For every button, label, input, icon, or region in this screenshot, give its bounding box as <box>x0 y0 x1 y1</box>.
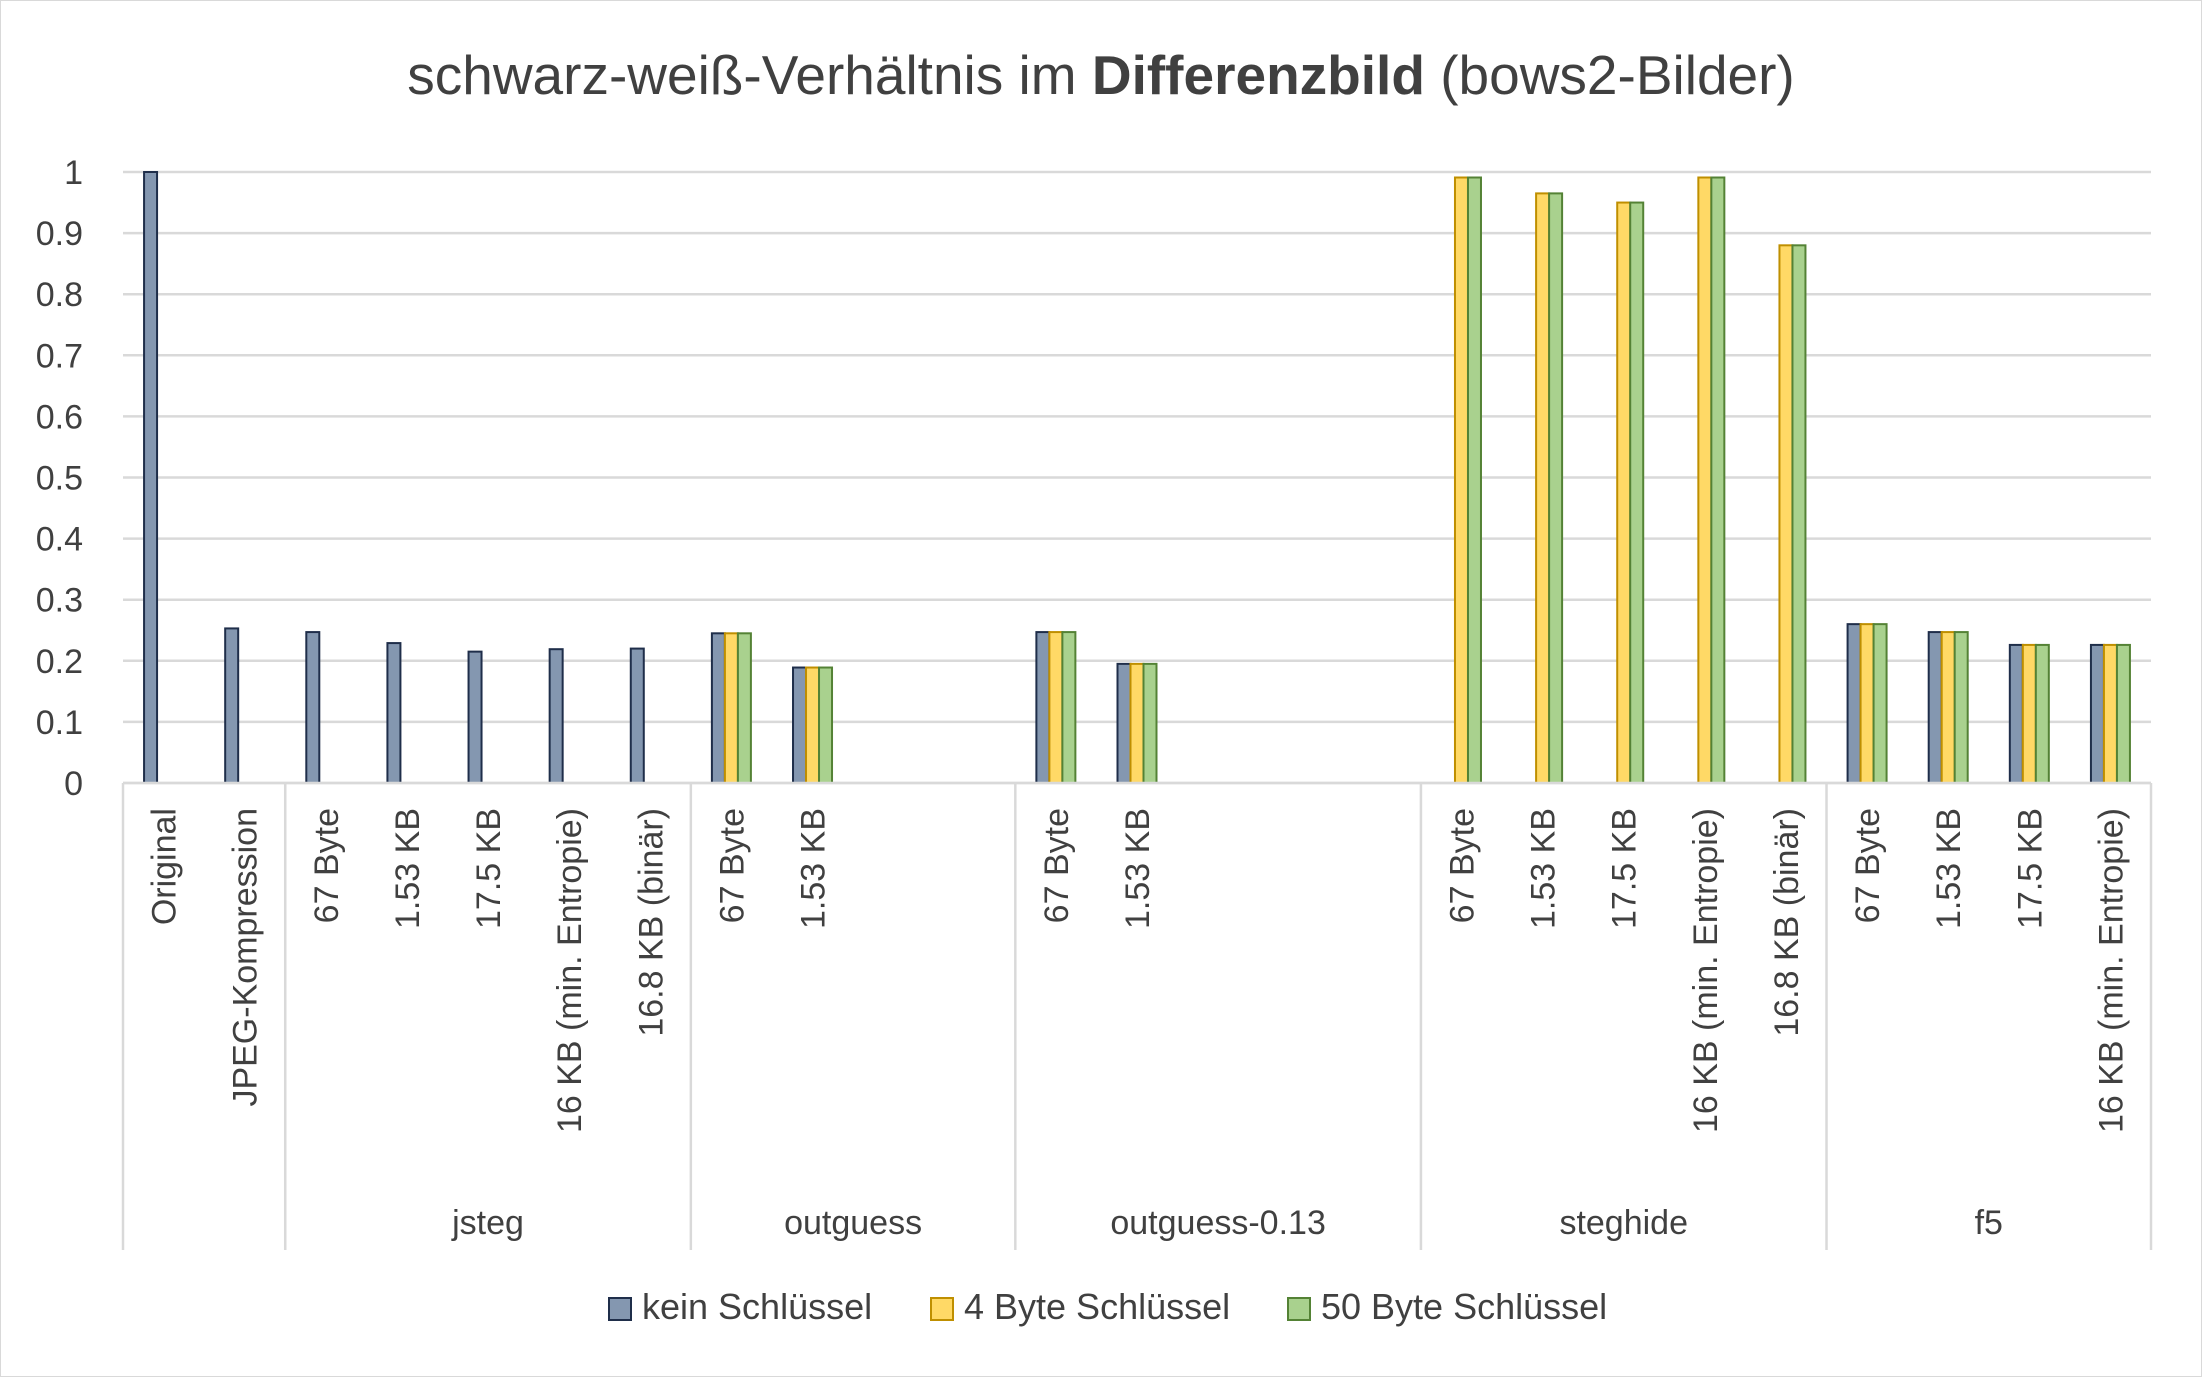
legend-label-2: 4 Byte Schlüssel <box>964 1286 1230 1327</box>
bar-3-23 <box>1953 631 1969 785</box>
category-label: 16 KB (min. Entropie) <box>2092 808 2130 1133</box>
bar-2-18 <box>1535 192 1551 784</box>
y-tick-label: 1 <box>64 154 83 192</box>
bar-1-6 <box>548 648 564 784</box>
bar-3-25 <box>2115 643 2131 784</box>
bar-1-9 <box>792 666 808 784</box>
y-tick-label: 0.5 <box>36 460 83 498</box>
category-label: 1.53 KB <box>1525 808 1563 929</box>
y-tick-label: 0 <box>64 765 83 803</box>
chart-title: schwarz-weiß-Verhältnis im Differenzbild… <box>407 44 1795 106</box>
legend: kein Schlüssel 4 Byte Schlüssel 50 Byte Sc… <box>608 1286 1607 1327</box>
bar-2-9 <box>805 666 821 784</box>
bar-1-4 <box>386 642 402 784</box>
bar-2-13 <box>1129 662 1145 784</box>
category-label: 1.53 KB <box>795 808 833 929</box>
category-label: 67 Byte <box>308 808 346 923</box>
group-label: steghide <box>1559 1204 1688 1242</box>
category-label: 16.8 KB (binär) <box>1768 808 1806 1037</box>
category-label: 67 Byte <box>1443 808 1481 923</box>
y-tick-label: 0.4 <box>36 521 83 559</box>
legend-label-1: kein Schlüssel <box>642 1286 872 1327</box>
category-label: 17.5 KB <box>2011 808 2049 929</box>
bar-3-20 <box>1710 176 1726 784</box>
bar-2-12 <box>1048 631 1064 785</box>
bar-3-13 <box>1142 662 1158 784</box>
bar-2-24 <box>2021 643 2037 784</box>
bar-3-8 <box>736 632 752 784</box>
y-tick-label: 0.8 <box>36 276 83 314</box>
bar-2-21 <box>1778 244 1794 784</box>
category-label: 1.53 KB <box>1930 808 1968 929</box>
bar-1-25 <box>2089 643 2105 784</box>
bar-1-12 <box>1035 631 1051 785</box>
legend-label-3: 50 Byte Schlüssel <box>1321 1286 1607 1327</box>
bar-1-3 <box>305 631 321 785</box>
bar-2-19 <box>1616 201 1632 785</box>
bar-1-1 <box>143 171 159 784</box>
bar-1-22 <box>1846 623 1862 785</box>
y-tick-label: 0.1 <box>36 704 83 742</box>
bar-1-7 <box>629 647 645 785</box>
chart-title-bold: Differenzbild <box>1092 44 1425 106</box>
bar-3-22 <box>1872 623 1888 785</box>
gridlines <box>123 170 2151 785</box>
category-label: JPEG-Kompression <box>227 808 265 1107</box>
category-label: 67 Byte <box>1849 808 1887 923</box>
bar-2-17 <box>1453 176 1469 784</box>
bar-1-2 <box>224 627 240 784</box>
group-label: outguess-0.13 <box>1110 1204 1326 1242</box>
category-label: 1.53 KB <box>389 808 427 929</box>
bar-3-17 <box>1466 176 1482 784</box>
bar-3-12 <box>1061 631 1077 785</box>
chart-title-prefix: schwarz-weiß-Verhältnis im <box>407 44 1092 106</box>
bar-2-20 <box>1697 176 1713 784</box>
category-label: 16 KB (min. Entropie) <box>1687 808 1725 1133</box>
category-label: 67 Byte <box>1038 808 1076 923</box>
legend-swatch-3 <box>1287 1297 1311 1321</box>
category-label: 1.53 KB <box>1119 808 1157 929</box>
bar-2-8 <box>723 632 739 784</box>
bar-1-24 <box>2008 643 2024 784</box>
bar-1-13 <box>1116 662 1132 784</box>
y-axis-tick-labels: 0 0.1 0.2 0.3 0.4 0.5 0.6 0.7 0.8 0.9 1 <box>36 154 83 803</box>
y-tick-label: 0.7 <box>36 337 83 375</box>
bar-2-25 <box>2102 643 2118 784</box>
category-label: 67 Byte <box>713 808 751 923</box>
y-tick-label: 0.6 <box>36 398 83 436</box>
bar-1-8 <box>710 632 726 784</box>
bar-3-18 <box>1548 192 1564 784</box>
bar-1-5 <box>467 650 483 785</box>
category-axis: Original JPEG-Kompression 67 Byte 1.53 KB 17… <box>121 781 2153 1250</box>
group-label: outguess <box>784 1204 922 1242</box>
bar-3-9 <box>818 666 834 784</box>
bar-1-23 <box>1927 631 1943 785</box>
category-label: 16.8 KB (binär) <box>632 808 670 1037</box>
y-tick-label: 0.3 <box>36 582 83 620</box>
y-tick-label: 0.2 <box>36 643 83 681</box>
chart-title-suffix: (bows2-Bilder) <box>1425 44 1795 106</box>
group-label: jsteg <box>451 1204 524 1242</box>
bar-2-23 <box>1940 631 1956 785</box>
bar-3-21 <box>1791 244 1807 784</box>
y-tick-label: 0.9 <box>36 215 83 253</box>
legend-swatch-1 <box>608 1297 632 1321</box>
category-label: Original <box>146 808 184 925</box>
bar-3-24 <box>2034 643 2050 784</box>
legend-swatch-2 <box>930 1297 954 1321</box>
category-label: 17.5 KB <box>1606 808 1644 929</box>
group-label: f5 <box>1975 1204 2003 1242</box>
bar-3-19 <box>1629 201 1645 785</box>
bar-2-22 <box>1859 623 1875 785</box>
category-label: 16 KB (min. Entropie) <box>551 808 589 1133</box>
category-label: 17.5 KB <box>470 808 508 929</box>
